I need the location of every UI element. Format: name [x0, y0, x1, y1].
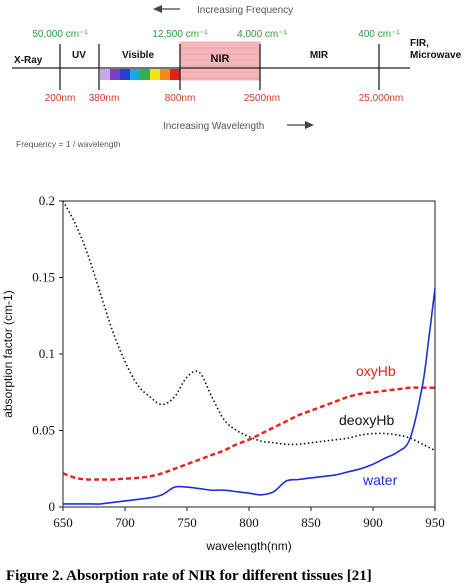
wavelength-label-380: 380nm — [89, 93, 120, 104]
series-line-water — [62, 288, 436, 505]
frequency-label-12500: 12,500 cm⁻¹ — [152, 29, 208, 40]
wavelength-label-200: 200nm — [45, 93, 76, 104]
visible-color-swatch — [130, 69, 141, 80]
nir-hatch — [180, 47, 260, 79]
x-tick-label: 750 — [177, 515, 197, 530]
visible-color-swatch — [170, 69, 181, 80]
spectrum-diagram: Increasing Frequency 50,000 cm⁻¹ 12,500 … — [12, 5, 462, 149]
series-label-water: water — [362, 472, 398, 488]
visible-color-swatch — [100, 69, 111, 80]
nir-highlight — [179, 41, 261, 81]
frequency-arrow-head — [153, 5, 162, 13]
region-label-visible: Visible — [122, 50, 154, 61]
y-tick-label: 0.05 — [32, 423, 55, 438]
wavelength-arrow-label: Increasing Wavelength — [163, 121, 264, 132]
series-lines — [62, 200, 436, 505]
region-label-xray: X-Ray — [14, 55, 43, 66]
region-label-uv: UV — [72, 50, 86, 61]
y-tick-label: 0.2 — [39, 193, 55, 208]
series-line-oxyHb — [62, 386, 435, 481]
frequency-label-400: 400 cm⁻¹ — [358, 29, 400, 40]
series-line-deoxyHb — [62, 200, 436, 452]
frequency-label-4000: 4,000 cm⁻¹ — [237, 29, 287, 40]
x-tick-label: 650 — [53, 515, 73, 530]
series-label-deoxyHb: deoxyHb — [339, 412, 394, 428]
x-tick-label: 950 — [425, 515, 445, 530]
x-tick-label: 900 — [363, 515, 383, 530]
visible-color-swatch — [140, 69, 151, 80]
region-label-nir: NIR — [211, 53, 230, 65]
wavelength-label-800: 800nm — [165, 93, 196, 104]
visible-color-swatch — [120, 69, 131, 80]
visible-color-swatch — [150, 69, 161, 80]
wavelength-arrow-head — [305, 121, 314, 129]
frequency-formula: Frequency = 1 / wavelength — [16, 139, 121, 149]
region-label-microwave: Microwave — [410, 50, 462, 61]
x-tick-label: 800 — [239, 515, 259, 530]
wavelength-label-2500: 2500nm — [244, 93, 280, 104]
x-axis-title: wavelength(nm) — [205, 539, 291, 553]
frequency-label-50000: 50,000 cm⁻¹ — [32, 29, 88, 40]
visible-color-swatch — [110, 69, 121, 80]
region-label-fir: FIR, — [410, 38, 429, 49]
x-tick-label: 850 — [301, 515, 321, 530]
frequency-arrow-label: Increasing Frequency — [197, 5, 293, 16]
x-tick-label: 700 — [115, 515, 135, 530]
y-axis-title: absorption factor (cm-1) — [1, 290, 15, 417]
y-tick-label: 0 — [49, 499, 56, 514]
visible-color-band — [100, 69, 181, 80]
series-labels: oxyHb deoxyHb water — [339, 363, 398, 488]
series-label-oxyHb: oxyHb — [356, 363, 396, 379]
wavelength-label-25000: 25,000nm — [359, 93, 403, 104]
region-label-mir: MIR — [310, 50, 329, 61]
figure-caption: Figure 2. Absorption rate of NIR for dif… — [6, 568, 372, 583]
visible-color-swatch — [160, 69, 171, 80]
absorption-chart: 650 700 750 800 850 900 950 0 0.05 0.1 0.15 0.2 oxy… — [1, 193, 445, 553]
axis-ticks: 650 700 750 800 850 900 950 0 0.05 0.1 0.15 0.2 — [32, 193, 445, 530]
y-tick-label: 0.1 — [39, 346, 55, 361]
y-tick-label: 0.15 — [32, 270, 55, 285]
